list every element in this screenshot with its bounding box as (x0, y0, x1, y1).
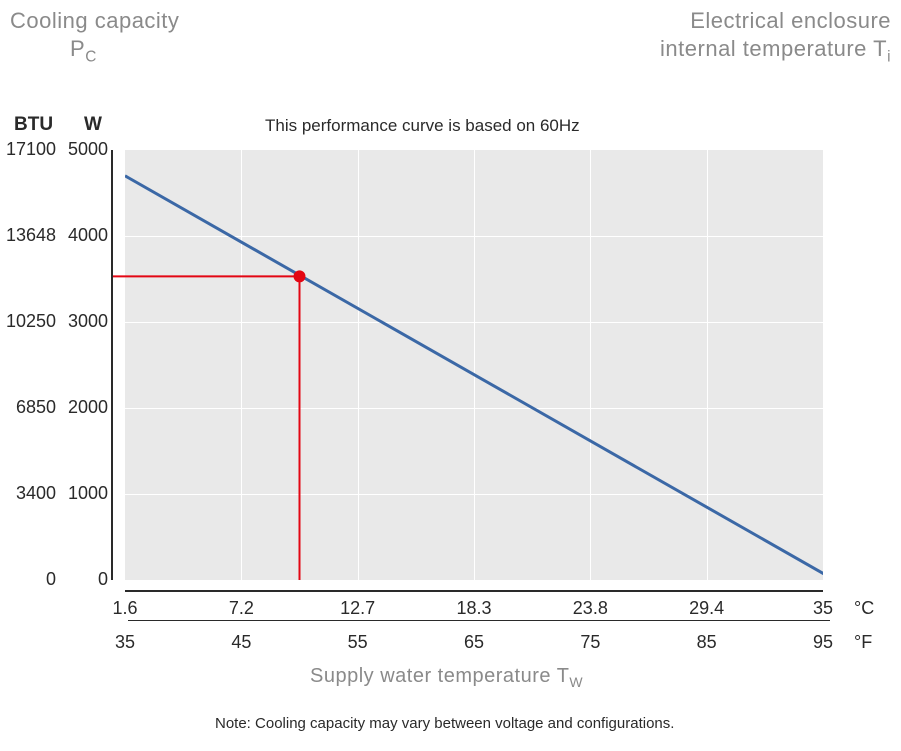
ytick-btu: 3400 (0, 483, 56, 504)
ytick-btu: 10250 (0, 311, 56, 332)
ytick-btu: 13648 (0, 225, 56, 246)
xtick-f: 35 (95, 632, 155, 653)
xtick-c: 29.4 (677, 598, 737, 619)
xtick-c: 35 (793, 598, 853, 619)
marker-dot (294, 270, 306, 282)
series-cooling-curve (125, 176, 835, 580)
ytick-w: 5000 (62, 139, 108, 160)
xtick-c: 1.6 (95, 598, 155, 619)
xtick-f: 45 (211, 632, 271, 653)
ytick-btu: 6850 (0, 397, 56, 418)
xtick-c: 18.3 (444, 598, 504, 619)
xtick-f: 55 (328, 632, 388, 653)
xtick-c: 7.2 (211, 598, 271, 619)
xtick-f: 85 (677, 632, 737, 653)
footer-note: Note: Cooling capacity may vary between … (215, 715, 674, 732)
xtick-f: 65 (444, 632, 504, 653)
x-unit-c: °C (854, 598, 874, 619)
ytick-w: 2000 (62, 397, 108, 418)
ytick-w: 0 (62, 569, 108, 590)
ytick-btu: 17100 (0, 139, 56, 160)
xtick-c: 23.8 (560, 598, 620, 619)
xtick-c: 12.7 (328, 598, 388, 619)
ytick-btu: 0 (0, 569, 56, 590)
x-axis-title: Supply water temperature TW (310, 665, 583, 690)
x-row-divider (128, 620, 830, 621)
ytick-w: 3000 (62, 311, 108, 332)
ytick-w: 4000 (62, 225, 108, 246)
xtick-f: 95 (793, 632, 853, 653)
xtick-f: 75 (560, 632, 620, 653)
x-unit-f: °F (854, 632, 872, 653)
ytick-w: 1000 (62, 483, 108, 504)
